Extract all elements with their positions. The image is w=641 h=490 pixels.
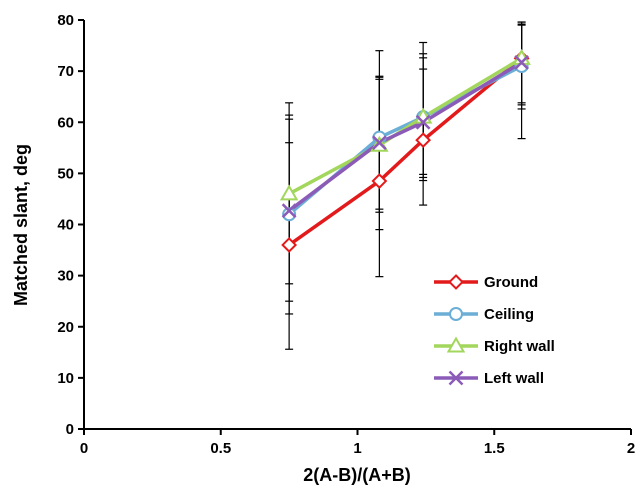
x-axis-label: 2(A-B)/(A+B) bbox=[303, 465, 411, 485]
x-marker-stroke bbox=[281, 203, 297, 219]
legend-marker bbox=[449, 307, 463, 321]
x-tick-label: 0 bbox=[80, 440, 88, 457]
legend-label: Ground bbox=[484, 274, 538, 291]
legend-entry-left-wall: Left wall bbox=[434, 370, 544, 387]
series-markers bbox=[279, 48, 531, 253]
y-tick-label: 60 bbox=[57, 114, 74, 131]
y-tick-label: 50 bbox=[57, 165, 74, 182]
x-tick-label: 1.5 bbox=[484, 440, 505, 457]
data-point-ground bbox=[371, 173, 388, 189]
data-point-ground bbox=[415, 132, 432, 149]
y-tick-label: 80 bbox=[57, 12, 74, 29]
x-tick-label: 2 bbox=[627, 440, 635, 457]
y-tick-label: 40 bbox=[57, 217, 74, 234]
legend-label: Ceiling bbox=[484, 306, 534, 323]
legend-marker bbox=[446, 336, 466, 353]
data-point-left-wall bbox=[514, 55, 529, 70]
x-marker-stroke bbox=[415, 114, 431, 130]
legend-marker bbox=[448, 370, 464, 386]
legend-label: Right wall bbox=[484, 338, 555, 355]
legend-entry-ground: Ground bbox=[434, 274, 538, 291]
series-line-ground bbox=[288, 56, 523, 247]
error-bar-left-wall bbox=[285, 142, 294, 302]
series-line-left-wall bbox=[288, 60, 523, 213]
axes: 0 10 20 30 40 50 60 70 80 0 0.5 1 1.5 2 bbox=[57, 12, 635, 457]
series-lines bbox=[287, 56, 523, 247]
data-point-left-wall bbox=[281, 203, 297, 219]
x-marker-stroke bbox=[448, 370, 464, 386]
x-marker-stroke bbox=[371, 135, 387, 151]
y-tick-label: 0 bbox=[66, 421, 74, 438]
y-tick-label: 20 bbox=[57, 319, 74, 336]
legend-label: Left wall bbox=[484, 370, 544, 387]
x-tick-label: 0.5 bbox=[210, 440, 231, 457]
y-axis-label: Matched slant, deg bbox=[11, 144, 31, 306]
data-point-ceiling bbox=[282, 207, 297, 222]
y-tick-label: 70 bbox=[57, 63, 74, 80]
legend: Ground Ceiling Right wall Left wall bbox=[434, 274, 555, 387]
x-tick-label: 1 bbox=[353, 440, 361, 457]
y-tick-label: 10 bbox=[57, 370, 74, 387]
legend-entry-right-wall: Right wall bbox=[434, 336, 555, 355]
data-point-ground bbox=[281, 237, 298, 253]
legend-marker bbox=[448, 274, 464, 290]
legend-entry-ceiling: Ceiling bbox=[434, 306, 534, 323]
x-marker-stroke bbox=[514, 55, 529, 70]
data-point-left-wall bbox=[415, 114, 431, 130]
y-tick-label: 30 bbox=[57, 268, 74, 285]
data-point-left-wall bbox=[371, 135, 387, 151]
data-point-right-wall bbox=[279, 184, 299, 201]
